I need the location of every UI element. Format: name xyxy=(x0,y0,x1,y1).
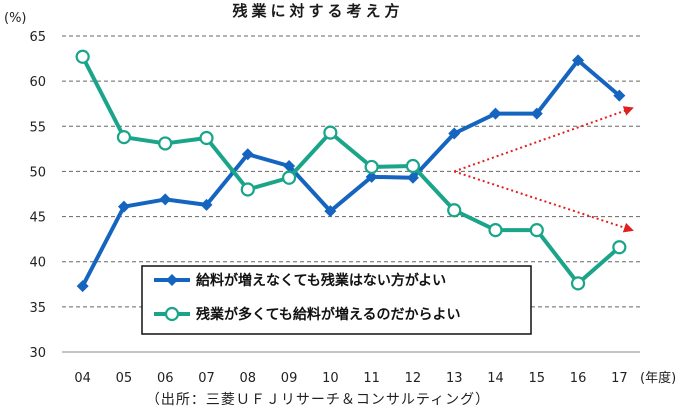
series-2-point-17 xyxy=(612,240,627,255)
x-tick-label-12: 12 xyxy=(405,371,422,386)
legend-label-series-2: 残業が多くても給料が増えるのだからよい xyxy=(196,306,460,323)
x-tick-label-09: 09 xyxy=(281,371,298,386)
series-1-point-08 xyxy=(241,148,254,161)
series-1-point-07 xyxy=(200,198,213,211)
x-tick-label-06: 06 xyxy=(157,371,174,386)
series-2-point-13 xyxy=(447,203,462,218)
series-2-point-09 xyxy=(281,170,297,185)
series-1-point-06 xyxy=(159,193,172,206)
x-tick-label-10: 10 xyxy=(322,371,339,386)
x-tick-label-04: 04 xyxy=(74,371,91,386)
trend-arrow-up xyxy=(453,106,634,173)
series-2-point-07 xyxy=(199,130,214,146)
y-tick-label-35: 35 xyxy=(29,301,46,316)
x-tick-label-08: 08 xyxy=(240,371,257,386)
series-1-point-17 xyxy=(613,89,626,102)
series-2 xyxy=(75,49,627,291)
series-2-point-05 xyxy=(116,130,132,145)
series-2-line xyxy=(80,55,621,286)
y-tick-label-50: 50 xyxy=(29,165,46,180)
x-tick-label-05: 05 xyxy=(116,371,133,386)
y-tick-label-55: 55 xyxy=(29,120,46,135)
series-1-point-15 xyxy=(530,107,543,120)
series-1 xyxy=(76,54,626,293)
legend-label-series-1: 給料が増えなくても残業はない方がよい xyxy=(196,272,446,289)
trend-arrows xyxy=(453,106,634,233)
legend-marker-series-2 xyxy=(164,306,180,322)
x-axis-ticks: 04 05 06 07 08 09 10 11 12 13 14 15 16 17 xyxy=(74,371,627,386)
legend: 給料が増えなくても残業はない方がよい 残業が多くても給料が増えるのだからよい xyxy=(141,265,532,335)
series-2-point-10 xyxy=(323,125,338,140)
series-2-point-16 xyxy=(570,276,586,291)
series-2-point-15 xyxy=(529,223,544,238)
x-tick-label-11: 11 xyxy=(363,371,380,386)
series-2-point-12 xyxy=(405,158,421,174)
x-axis-unit: (年度) xyxy=(640,370,676,386)
x-tick-label-15: 15 xyxy=(529,371,546,386)
series-2-point-14 xyxy=(488,223,503,238)
x-tick-label-16: 16 xyxy=(570,371,587,386)
series-1-point-13 xyxy=(448,127,461,140)
x-tick-label-17: 17 xyxy=(611,371,628,386)
x-tick-label-14: 14 xyxy=(487,371,504,386)
x-tick-label-13: 13 xyxy=(446,371,463,386)
x-tick-label-07: 07 xyxy=(198,371,215,386)
series-1-point-05 xyxy=(117,200,130,213)
y-tick-label-30: 30 xyxy=(29,346,46,361)
y-tick-label-40: 40 xyxy=(29,256,46,271)
y-tick-label-45: 45 xyxy=(29,211,46,226)
chart-title: 残業に対する考え方 xyxy=(232,2,403,20)
series-1-point-11 xyxy=(365,170,378,183)
y-tick-label-65: 65 xyxy=(29,30,46,45)
y-axis-ticks: 30 35 40 45 50 55 60 65 xyxy=(29,30,46,361)
series-2-point-08 xyxy=(240,182,255,197)
y-axis-unit: (%) xyxy=(4,11,27,26)
source-note: （出所：三菱ＵＦＪリサーチ＆コンサルティング） xyxy=(146,392,490,408)
series-2-point-11 xyxy=(364,159,379,175)
series-2-point-06 xyxy=(158,136,173,151)
series-1-point-14 xyxy=(489,107,502,120)
series-2-point-04 xyxy=(75,49,90,64)
series-1-line xyxy=(80,58,621,288)
series-1-point-16 xyxy=(572,54,585,67)
series-layer xyxy=(75,49,627,293)
trend-arrow-down xyxy=(453,170,634,233)
series-1-point-12 xyxy=(406,171,419,184)
series-1-point-10 xyxy=(324,205,337,218)
series-1-point-09 xyxy=(283,160,296,173)
legend-marker-series-1 xyxy=(166,274,178,286)
series-1-point-04 xyxy=(76,280,89,293)
legend-box xyxy=(141,265,532,335)
y-tick-label-60: 60 xyxy=(29,75,46,90)
